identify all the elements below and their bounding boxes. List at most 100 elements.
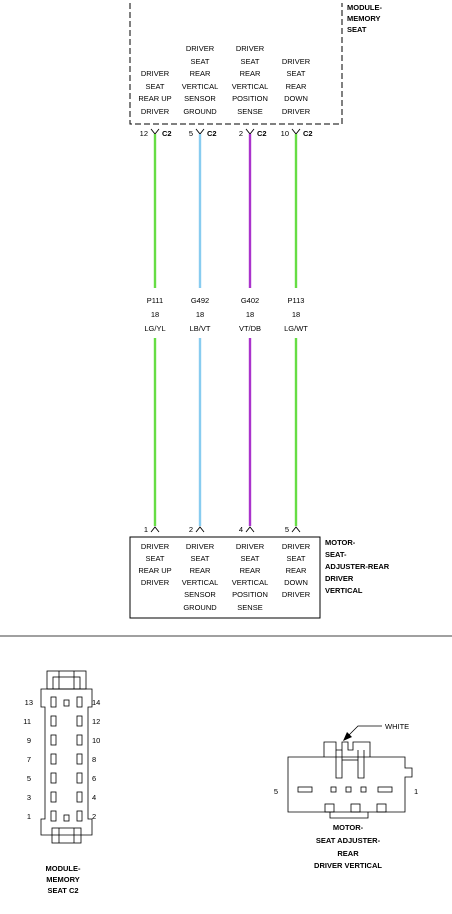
motor-terminal-symbol: [195, 526, 205, 533]
module-circuit-label: SENSOR: [184, 94, 216, 103]
module-circuit-label: DRIVER: [141, 69, 170, 78]
module-circuit-label: REAR: [286, 82, 307, 91]
motor-title-line-5: VERTICAL: [325, 586, 363, 595]
motor-connector-pin-left: 5: [274, 787, 278, 796]
module-circuit-label: DRIVER: [236, 44, 265, 53]
motor-circuit-vertical-position-sense: DRIVER SEAT REAR VERTICAL POSITION SENSE: [232, 542, 269, 612]
motor-circuit-label: SEAT: [145, 554, 164, 563]
module-terminal-symbol: [150, 128, 160, 135]
c2-pin-label: 14: [92, 698, 100, 707]
c2-top-latch-inner: [52, 676, 81, 690]
motor-circuit-label: POSITION: [232, 590, 268, 599]
c2-pin-label: 10: [92, 736, 100, 745]
module-circuit-label: POSITION: [232, 94, 268, 103]
memory-seat-c2-connector-view: [40, 670, 93, 844]
motor-circuit-label: DRIVER: [282, 590, 311, 599]
motor-connector-caption-line-1: MOTOR-: [333, 823, 364, 832]
module-circuit-label: SENSE: [237, 107, 262, 116]
motor-cavity-5: [297, 786, 313, 793]
motor-connector-pin-right: 1: [414, 787, 418, 796]
module-terminal-symbol: [245, 128, 255, 135]
wire-gauge: 18: [292, 310, 300, 319]
motor-title-line-3: ADJUSTER-REAR: [325, 562, 390, 571]
module-circuit-label: DRIVER: [282, 107, 311, 116]
module-circuit-label: VERTICAL: [232, 82, 269, 91]
white-callout-arrow: [343, 732, 352, 741]
memory-seat-module: MODULE- MEMORY SEAT DRIVER SEAT REAR UP …: [129, 3, 382, 138]
c2-cavity-1: [50, 810, 57, 822]
motor-circuit-label: REAR: [240, 566, 261, 575]
motor-circuit-label: SEAT: [190, 554, 209, 563]
motor-connector-caption-line-4: DRIVER VERTICAL: [314, 861, 382, 870]
c2-cavity-13: [50, 696, 57, 708]
motor-guide: [324, 803, 335, 813]
c2-pin-label: 13: [25, 698, 33, 707]
module-pin-number: 10: [281, 129, 289, 138]
c2-pin-label: 3: [27, 793, 31, 802]
c2-pin-label: 4: [92, 793, 96, 802]
motor-title-line-2: SEAT-: [325, 550, 347, 559]
c2-pin-label: 12: [92, 717, 100, 726]
motor-cavity: [360, 786, 367, 793]
motor-outline: [129, 536, 321, 619]
motor-terminal-symbol: [291, 526, 301, 533]
c2-cavity-10: [76, 734, 83, 746]
motor-lock-tab: [357, 750, 365, 779]
motor-circuit-label: VERTICAL: [182, 578, 219, 587]
wire-color-code: LG/YL: [144, 324, 165, 333]
module-title-line-2: MEMORY: [347, 14, 380, 23]
motor-circuit-label: REAR: [190, 566, 211, 575]
motor-terminal-symbol: [150, 526, 160, 533]
c2-cavity-8: [76, 753, 83, 765]
motor-pin-number: 1: [144, 525, 148, 534]
module-circuit-label: REAR: [240, 69, 261, 78]
module-pin-number: 12: [140, 129, 148, 138]
motor-circuit-label: DRIVER: [236, 542, 265, 551]
motor-terminal-symbol: [245, 526, 255, 533]
module-circuit-label: REAR: [190, 69, 211, 78]
wire-gauge: 18: [151, 310, 159, 319]
motor-connector-body: [287, 756, 413, 813]
motor-circuit-label: REAR: [286, 566, 307, 575]
motor-connector-caption-line-2: SEAT ADJUSTER-: [316, 836, 381, 845]
c2-cavity-4: [76, 791, 83, 803]
motor-cavity: [330, 786, 337, 793]
c2-cavity-2: [76, 810, 83, 822]
module-connector-id: C2: [303, 129, 313, 138]
c2-pin-label: 7: [27, 755, 31, 764]
motor-title-line-4: DRIVER: [325, 574, 354, 583]
motor-pin-number: 4: [239, 525, 243, 534]
motor-cavity: [345, 786, 352, 793]
motor-connector-base: [329, 812, 369, 819]
motor-circuit-label: REAR UP: [138, 566, 171, 575]
module-circuit-label: REAR UP: [138, 94, 171, 103]
module-circuit-label: SEAT: [190, 57, 209, 66]
module-connector-id: C2: [257, 129, 267, 138]
module-circuit-label: GROUND: [183, 107, 217, 116]
module-dashed-outline: [129, 3, 343, 125]
motor-circuit-label: DRIVER: [141, 578, 170, 587]
motor-circuit-label: VERTICAL: [232, 578, 269, 587]
motor-circuit-vertical-sensor-ground: DRIVER SEAT REAR VERTICAL SENSOR GROUND: [182, 542, 219, 612]
wire-color-code: LG/WT: [284, 324, 308, 333]
c2-cavity-6: [76, 772, 83, 784]
wire-circuit-number: P113: [288, 296, 305, 305]
motor-guide: [350, 803, 361, 813]
motor-title-line-1: MOTOR-: [325, 538, 356, 547]
c2-pin-label: 5: [27, 774, 31, 783]
module-terminal-symbol: [291, 128, 301, 135]
motor-pin-number: 5: [285, 525, 289, 534]
module-circuit-label: SEAT: [145, 82, 164, 91]
motor-circuit-label: DRIVER: [141, 542, 170, 551]
c2-bottom-latch: [51, 827, 82, 844]
c2-center-key: [63, 699, 70, 707]
motor-circuit-rear-down-driver: DRIVER SEAT REAR DOWN DRIVER: [282, 542, 311, 599]
wire-harness: P111 18 LG/YL G492 18 LB/VT G402 18 VT/D…: [144, 134, 308, 526]
c2-pin-label: 2: [92, 812, 96, 821]
module-circuit-label: DRIVER: [141, 107, 170, 116]
module-circuit-vertical-position-sense: DRIVER SEAT REAR VERTICAL POSITION SENSE: [232, 44, 269, 116]
motor-circuit-label: SEAT: [286, 554, 305, 563]
motor-pin-number: 2: [189, 525, 193, 534]
wire-circuit-number: G402: [241, 296, 259, 305]
